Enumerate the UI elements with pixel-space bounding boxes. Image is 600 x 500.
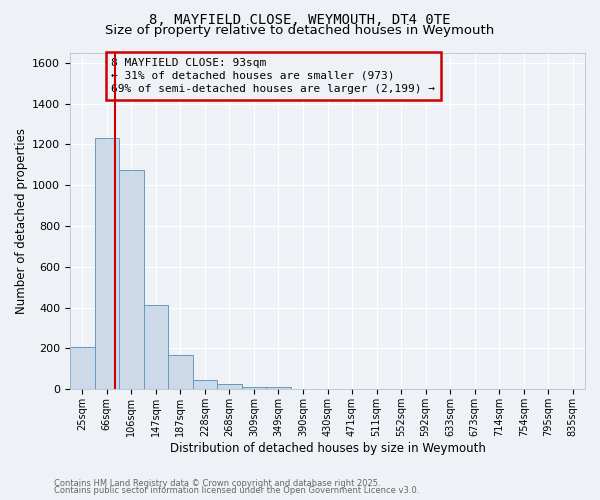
Bar xyxy=(168,354,193,390)
Bar xyxy=(95,138,119,390)
Text: Contains HM Land Registry data © Crown copyright and database right 2025.: Contains HM Land Registry data © Crown c… xyxy=(54,478,380,488)
Text: Size of property relative to detached houses in Weymouth: Size of property relative to detached ho… xyxy=(106,24,494,37)
Text: Contains public sector information licensed under the Open Government Licence v3: Contains public sector information licen… xyxy=(54,486,419,495)
Bar xyxy=(242,388,266,390)
Bar xyxy=(70,348,95,390)
Text: 8, MAYFIELD CLOSE, WEYMOUTH, DT4 0TE: 8, MAYFIELD CLOSE, WEYMOUTH, DT4 0TE xyxy=(149,12,451,26)
Bar xyxy=(143,304,168,390)
Bar xyxy=(217,384,242,390)
Text: 8 MAYFIELD CLOSE: 93sqm
← 31% of detached houses are smaller (973)
69% of semi-d: 8 MAYFIELD CLOSE: 93sqm ← 31% of detache… xyxy=(111,58,435,94)
Bar xyxy=(119,170,143,390)
Y-axis label: Number of detached properties: Number of detached properties xyxy=(15,128,28,314)
X-axis label: Distribution of detached houses by size in Weymouth: Distribution of detached houses by size … xyxy=(170,442,485,455)
Bar xyxy=(193,380,217,390)
Bar xyxy=(266,388,291,390)
